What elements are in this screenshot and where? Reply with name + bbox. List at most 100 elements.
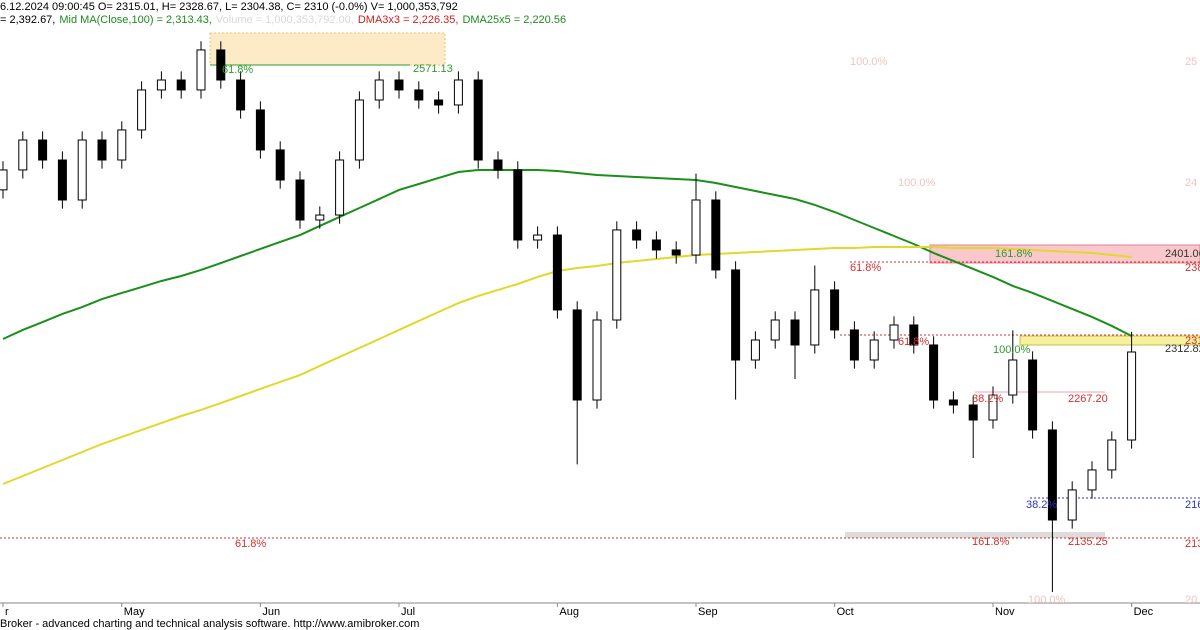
- candle-body: [374, 79, 384, 101]
- candle-body: [988, 394, 998, 421]
- candle-body: [453, 79, 463, 106]
- candle-body: [750, 339, 760, 361]
- fib-box: [845, 532, 1105, 538]
- annotation: 100.0%: [898, 177, 936, 189]
- annotation: 161.8%: [972, 536, 1010, 548]
- header-line: = 2,392.67, Mid MA(Close,100) = 2,313.43,…: [0, 14, 566, 26]
- annotation: 100.0%: [850, 56, 888, 68]
- candle-body: [1067, 489, 1077, 521]
- annotation: 61.8%: [898, 336, 929, 348]
- annotation: 100.0%: [993, 344, 1031, 356]
- candle-body: [1047, 429, 1057, 521]
- candle-body: [77, 139, 87, 201]
- x-tick-label: Sep: [698, 606, 718, 618]
- annotation: 2571.13: [413, 63, 453, 75]
- x-tick-label: Aug: [559, 606, 579, 618]
- header-part: DMA3x3 = 2,226.35,: [358, 14, 459, 26]
- candle-body: [434, 99, 444, 106]
- candle-body: [909, 324, 919, 346]
- x-tick-label: r: [5, 606, 9, 618]
- x-tick-label: Nov: [995, 606, 1015, 618]
- x-tick-label: Oct: [837, 606, 854, 618]
- annotation: 20: [1185, 594, 1197, 606]
- candle-body: [731, 269, 741, 361]
- candle-body: [1028, 359, 1038, 431]
- ma-line: [2, 246, 1132, 485]
- candle-body: [849, 329, 859, 361]
- annotation: 61.8%: [850, 262, 881, 274]
- annotation: 238: [1185, 262, 1200, 274]
- candle-body: [929, 344, 939, 401]
- candle-body: [1127, 351, 1137, 441]
- header-part: DMA25x5 = 2,220.56: [462, 14, 566, 26]
- header-line: 6.12.2024 09:00:45 O= 2315.01, H= 2328.6…: [0, 1, 458, 13]
- candle-body: [1087, 469, 1097, 491]
- candle-body: [592, 319, 602, 401]
- candle-body: [790, 319, 800, 346]
- annotation: 216: [1185, 499, 1200, 511]
- header-part: Mid MA(Close,100) = 2,313.43,: [59, 14, 212, 26]
- annotation: 38.2%: [1026, 499, 1057, 511]
- fib-box: [209, 32, 446, 66]
- candle-body: [137, 89, 147, 131]
- annotation: 38.2%: [972, 393, 1003, 405]
- candle-body: [335, 159, 345, 216]
- annotation: 100.0%: [1028, 594, 1066, 606]
- candle-body: [1008, 359, 1018, 396]
- candle-body: [889, 324, 899, 341]
- candle-body: [770, 319, 780, 341]
- x-tick-label: Jul: [401, 606, 415, 618]
- annotation: 213: [1185, 538, 1200, 550]
- candle-body: [216, 49, 226, 81]
- candle-body: [18, 139, 28, 171]
- annotation: 24: [1185, 177, 1197, 189]
- candle-body: [473, 79, 483, 161]
- candle-body: [236, 79, 246, 111]
- x-tick-label: Dec: [1134, 606, 1154, 618]
- candle-body: [513, 169, 523, 241]
- annotation: 231: [1185, 335, 1200, 347]
- annotation: 2267.20: [1068, 393, 1108, 405]
- header-part: = 2,392.67,: [0, 14, 55, 26]
- annotation: 2312.82: [1165, 343, 1200, 355]
- candle-body: [414, 89, 424, 101]
- candle-body: [810, 289, 820, 346]
- candle-body: [671, 249, 681, 256]
- candle-body: [533, 234, 543, 241]
- annotation: 61.8%: [235, 538, 266, 550]
- candle-body: [948, 399, 958, 406]
- candle-body: [176, 79, 186, 91]
- candle-body: [394, 79, 404, 91]
- x-tick-label: Jun: [262, 606, 280, 618]
- candle-body: [57, 159, 67, 201]
- candle-body: [255, 109, 265, 151]
- candle-body: [117, 129, 127, 161]
- candle-body: [38, 139, 48, 161]
- ma-line: [2, 168, 1133, 340]
- candle-body: [196, 49, 206, 91]
- header-part: Volume = 1,000,353,792.00,: [216, 14, 354, 26]
- candle-body: [632, 229, 642, 241]
- candle-body: [691, 199, 701, 256]
- annotation: 2135.25: [1068, 536, 1108, 548]
- annotation: 161.8%: [995, 248, 1033, 260]
- candle-body: [493, 159, 503, 171]
- candle-body: [572, 309, 582, 401]
- candle-body: [295, 179, 305, 221]
- footer: Broker - advanced charting and technical…: [0, 618, 419, 630]
- candle-body: [156, 79, 166, 91]
- annotation: 2401.06: [1165, 248, 1200, 260]
- candle-body: [612, 229, 622, 321]
- annotation: 25: [1185, 56, 1197, 68]
- fib-box: [929, 244, 1200, 264]
- candle-body: [1107, 439, 1117, 471]
- x-tick-label: May: [124, 606, 145, 618]
- candle-body: [830, 289, 840, 331]
- candle-body: [869, 339, 879, 361]
- candle-body: [552, 234, 562, 311]
- candle-body: [0, 169, 8, 191]
- candle-body: [651, 239, 661, 251]
- candle-body: [968, 404, 978, 421]
- candle-body: [711, 199, 721, 271]
